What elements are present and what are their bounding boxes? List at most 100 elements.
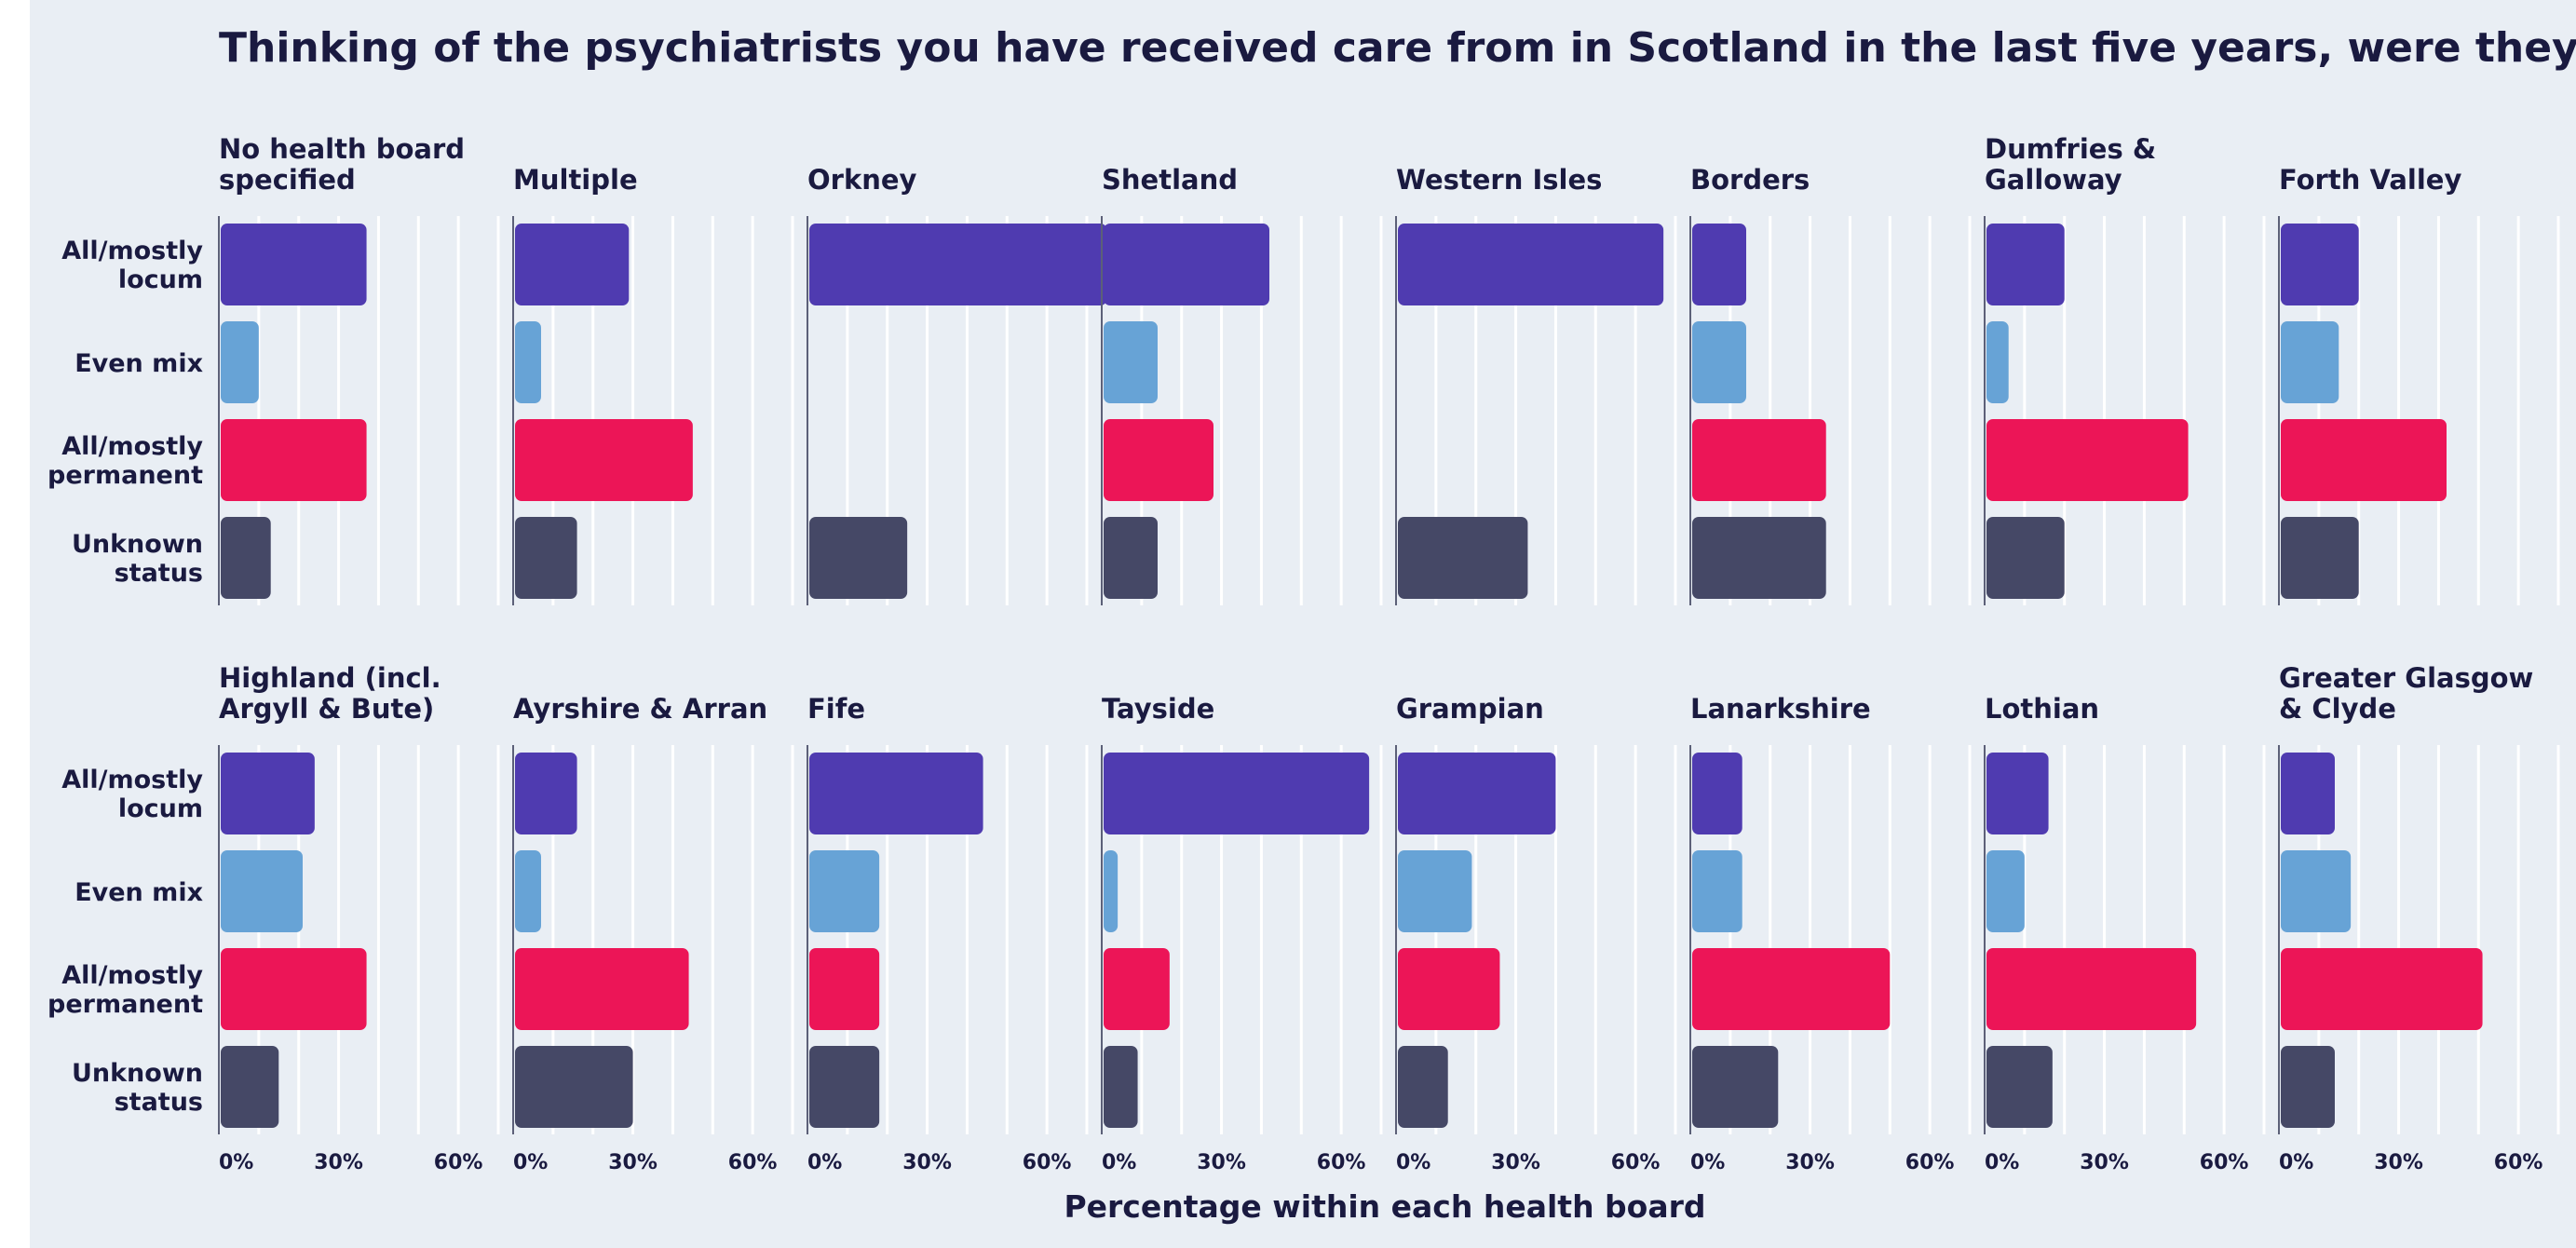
x-tick-label: 30% [1197, 1151, 1246, 1174]
x-tick-label: 30% [1491, 1151, 1540, 1174]
bar-borders-all-mostly-permanent [1692, 419, 1826, 501]
bar-forth-valley-all-mostly-locum [2281, 224, 2359, 305]
facet-tayside: Tayside 0% 30% 60% [1101, 693, 1383, 1174]
x-tick-label: 60% [434, 1151, 483, 1174]
bar-lothian-all-mostly-permanent [1986, 948, 2197, 1030]
y-category-label: All/mostly locum [61, 237, 203, 294]
y-category-label: Even mix [75, 878, 203, 907]
x-tick-label: 60% [1611, 1151, 1661, 1174]
bar-lanarkshire-all-mostly-permanent [1692, 948, 1891, 1030]
facet-borders: Borders [1689, 164, 1972, 605]
bar-tayside-unknown-status [1104, 1046, 1138, 1128]
facet-title: Borders [1690, 164, 1810, 196]
bar-grampian-all-mostly-permanent [1398, 948, 1500, 1030]
bar-dumfries-galloway-even-mix [1986, 321, 2009, 403]
bar-lothian-all-mostly-locum [1986, 753, 2049, 834]
chart-title: Thinking of the psychiatrists you have r… [219, 24, 2576, 72]
bar-multiple-unknown-status [515, 517, 577, 599]
bar-greater-glasgow-clyde-unknown-status [2281, 1046, 2335, 1128]
bar-shetland-all-mostly-locum [1104, 224, 1269, 305]
x-tick-label: 0% [2279, 1151, 2313, 1174]
chart-background [30, 0, 2576, 1248]
facet-highland-incl-argyll-bute: Highland (incl. Argyll & Bute) 0% 30% 60% [218, 662, 500, 1174]
facets-layer: No health board specified Multiple Orkney Sh… [47, 133, 2560, 1174]
bar-forth-valley-all-mostly-permanent [2281, 419, 2447, 501]
x-tick-label: 0% [807, 1151, 842, 1174]
facet-fife: Fife 0% 30% 60% [807, 693, 1089, 1174]
x-tick-label: 30% [902, 1151, 952, 1174]
bar-multiple-even-mix [515, 321, 541, 403]
bar-borders-unknown-status [1692, 517, 1826, 599]
x-tick-label: 0% [1985, 1151, 2019, 1174]
x-tick-label: 30% [1785, 1151, 1835, 1174]
bar-lanarkshire-all-mostly-locum [1692, 753, 1742, 834]
facet-forth-valley: Forth Valley [2278, 164, 2560, 605]
bar-lothian-even-mix [1986, 850, 2025, 932]
facet-dumfries-galloway: Dumfries & Galloway [1984, 133, 2266, 605]
x-tick-label: 30% [2374, 1151, 2423, 1174]
x-tick-label: 0% [1396, 1151, 1430, 1174]
bar-fife-even-mix [809, 850, 880, 932]
bar-borders-all-mostly-locum [1692, 224, 1746, 305]
facet-title: Multiple [513, 164, 638, 196]
bar-lothian-unknown-status [1986, 1046, 2053, 1128]
bar-grampian-even-mix [1398, 850, 1472, 932]
y-category-label: All/mostly permanent [47, 961, 203, 1019]
bar-lanarkshire-even-mix [1692, 850, 1742, 932]
facet-title: Lanarkshire [1690, 693, 1871, 725]
y-category-label: Unknown status [72, 1059, 203, 1117]
y-category-label: All/mostly permanent [47, 432, 203, 490]
bar-tayside-all-mostly-locum [1104, 753, 1370, 834]
facet-title: Highland (incl. Argyll & Bute) [219, 662, 441, 725]
x-tick-label: 30% [314, 1151, 363, 1174]
bar-grampian-unknown-status [1398, 1046, 1448, 1128]
bar-shetland-all-mostly-permanent [1104, 419, 1213, 501]
bar-highland-incl-argyll-bute-even-mix [221, 850, 303, 932]
x-tick-label: 30% [2080, 1151, 2129, 1174]
bar-greater-glasgow-clyde-all-mostly-locum [2281, 753, 2335, 834]
bar-tayside-all-mostly-permanent [1104, 948, 1170, 1030]
facet-title: Dumfries & Galloway [1985, 133, 2156, 196]
x-tick-label: 0% [219, 1151, 253, 1174]
x-tick-label: 60% [1317, 1151, 1366, 1174]
bar-no-health-board-specified-all-mostly-permanent [221, 419, 367, 501]
facet-western-isles: Western Isles [1395, 164, 1677, 605]
facet-lothian: Lothian 0% 30% 60% [1984, 693, 2266, 1174]
bar-dumfries-galloway-all-mostly-locum [1986, 224, 2065, 305]
facet-shetland: Shetland [1101, 164, 1383, 605]
facet-title: Shetland [1102, 164, 1238, 196]
bar-forth-valley-even-mix [2281, 321, 2339, 403]
bar-greater-glasgow-clyde-all-mostly-permanent [2281, 948, 2483, 1030]
x-tick-label: 60% [2494, 1151, 2543, 1174]
facet-orkney: Orkney [807, 164, 1107, 605]
bar-no-health-board-specified-even-mix [221, 321, 259, 403]
facet-title: Western Isles [1396, 164, 1602, 196]
facet-no-health-board-specified: No health board specified [218, 133, 500, 605]
facet-title: Forth Valley [2279, 164, 2461, 196]
bar-western-isles-unknown-status [1398, 517, 1528, 599]
x-tick-label: 60% [1905, 1151, 1955, 1174]
bar-lanarkshire-unknown-status [1692, 1046, 1779, 1128]
y-category-label: Even mix [75, 349, 203, 378]
bar-fife-all-mostly-permanent [809, 948, 880, 1030]
x-tick-label: 60% [1023, 1151, 1072, 1174]
x-tick-label: 0% [513, 1151, 548, 1174]
x-tick-label: 0% [1102, 1151, 1136, 1174]
facet-title: Lothian [1985, 693, 2099, 725]
bar-shetland-even-mix [1104, 321, 1158, 403]
facet-title: Tayside [1102, 693, 1214, 725]
bar-shetland-unknown-status [1104, 517, 1158, 599]
facet-greater-glasgow-clyde: Greater Glasgow & Clyde 0% 30% 60% [2278, 662, 2560, 1174]
bar-grampian-all-mostly-locum [1398, 753, 1556, 834]
bar-fife-unknown-status [809, 1046, 880, 1128]
bar-orkney-unknown-status [809, 517, 908, 599]
bar-highland-incl-argyll-bute-unknown-status [221, 1046, 279, 1128]
x-axis-title: Percentage within each health board [1064, 1188, 1705, 1225]
bar-tayside-even-mix [1104, 850, 1119, 932]
x-tick-label: 60% [2200, 1151, 2249, 1174]
facet-title: No health board specified [219, 133, 465, 196]
facet-title: Greater Glasgow & Clyde [2279, 662, 2533, 725]
facet-lanarkshire: Lanarkshire 0% 30% 60% [1689, 693, 1972, 1174]
bar-multiple-all-mostly-permanent [515, 419, 693, 501]
